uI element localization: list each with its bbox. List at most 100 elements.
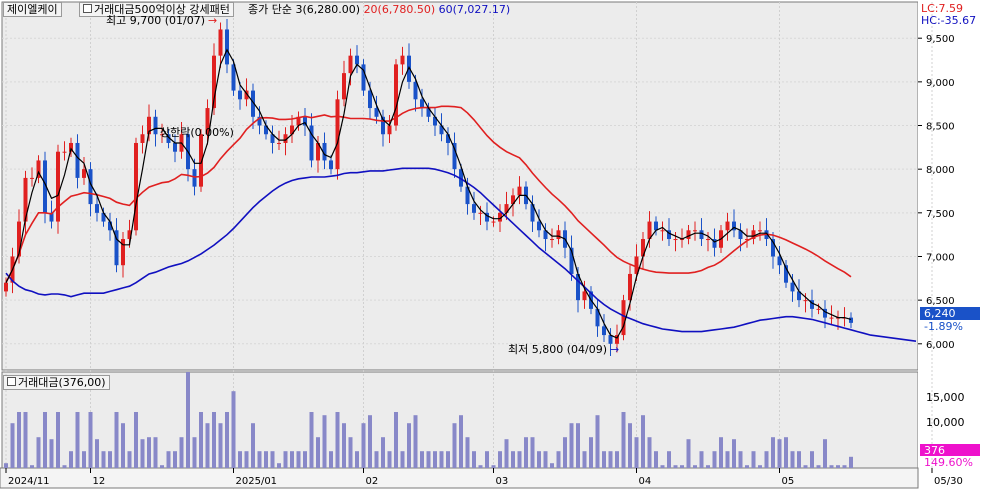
candle [732,221,736,231]
volume-bar [511,451,515,468]
ma60-label: 60(7,027.17) [438,3,511,16]
volume-bar [316,437,320,468]
candle [238,90,242,100]
volume-label-box[interactable]: 거래대금(376,00) [3,375,110,390]
candle [738,230,743,240]
volume-bar [446,451,450,468]
volume-bar [498,451,502,468]
candle [797,291,801,301]
stock-name-box[interactable]: 제이엘케이 [3,2,62,17]
lc-value: LC:7.59 [921,2,964,15]
volume-bar [400,451,405,468]
candle [576,273,580,301]
candle [485,212,489,222]
candle [355,55,359,65]
volume-bar [823,439,827,468]
volume-bar [556,451,561,468]
candle [829,317,834,319]
candle [426,108,431,117]
volume-bar [563,437,567,468]
condition-label: 거래대금500억이상 강세패턴 [94,3,230,16]
volume-bar [667,451,671,468]
volume-bar [23,412,28,468]
volume-bar [283,451,288,468]
volume-bar [238,451,242,468]
candle [199,134,203,187]
candle [49,212,54,222]
volume-bar [758,465,762,468]
candle [420,99,424,109]
volume-bar [82,451,86,468]
ma3-line [5,48,852,339]
candle [140,134,145,143]
high-label: 최고 9,700 (01/07) [106,14,206,27]
volume-bar [231,391,236,468]
volume-bar [777,439,782,468]
axis-area [918,0,982,489]
volume-bar [244,451,249,468]
volume-bar [361,423,366,468]
candle [361,64,366,91]
volume-bar [816,465,821,468]
stock-name: 제이엘케이 [7,3,58,16]
candle [816,308,821,310]
candle [82,169,86,178]
volume-bar [647,437,652,468]
volume-bar [680,465,684,468]
volume-bar [751,451,756,468]
candle [771,239,775,257]
candle [316,142,320,161]
volume-bar [56,412,60,468]
volume-bar [309,412,314,468]
candle [322,142,327,161]
volume-bar [186,372,190,468]
volume-bar [160,465,164,468]
volume-bar [478,465,483,468]
volume-bar [849,456,853,468]
price-axis-tick: 8,500 [926,122,955,133]
price-axis-tick: 6,500 [926,296,955,307]
candle [712,239,717,248]
candle [205,108,210,135]
candle [751,230,756,240]
candle [160,134,164,136]
candle [530,204,535,222]
candle [803,300,808,302]
volume-bar [368,415,372,468]
candle [244,90,249,100]
candle [634,256,639,274]
date-tick-label: 2025/01 [236,476,278,487]
volume-bar [303,451,307,468]
candle [439,125,444,135]
price-axis-tick: 8,000 [926,165,955,176]
ma60-line [5,167,917,342]
candle [23,177,28,222]
candle [472,204,476,213]
candle [446,134,450,143]
candle [654,221,658,231]
volume-bar [803,465,808,468]
volume-tick: 10,000 [926,416,965,429]
event-annotation: 상한락(0.00%) [160,126,234,139]
volume-bar [264,451,268,468]
candle [777,256,782,266]
volume-bar [517,451,522,468]
candle [192,169,197,187]
candle [387,125,392,135]
condition-box[interactable]: 거래대금500억이상 강세패턴 [79,2,234,17]
volume-bar [335,412,340,468]
price-axis-tick: 6,000 [926,340,955,351]
candle [686,230,691,240]
volume-bar [296,451,301,468]
price-axis-tick: 9,500 [926,34,955,45]
volume-bar [322,415,327,468]
candle [550,239,554,241]
volume-bar [101,451,106,468]
candle [810,300,814,309]
volume-bar [75,412,80,468]
candle [491,221,496,223]
candle [166,134,171,143]
volume-bar [43,412,47,468]
high-annotation: 최고 9,700 (01/07) → [106,14,217,27]
